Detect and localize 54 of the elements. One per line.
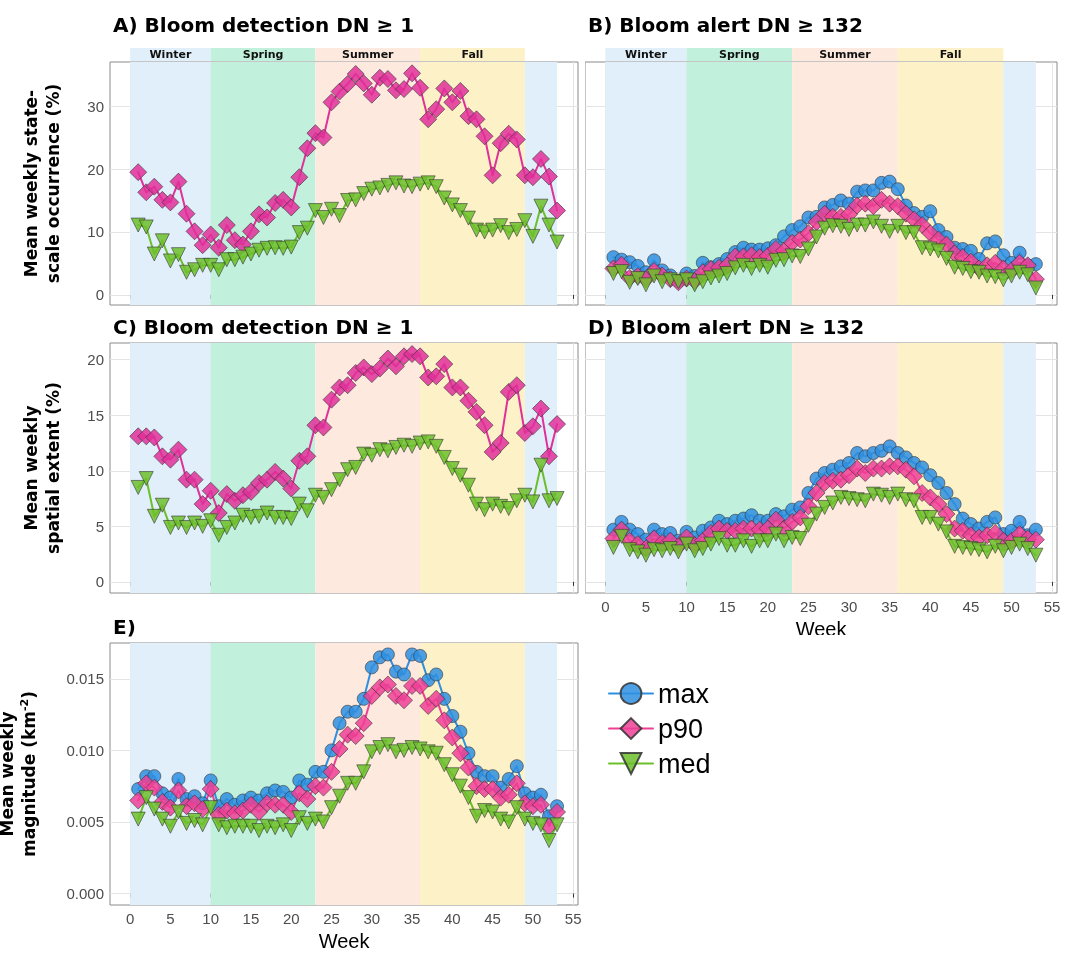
x-tick-label: 50	[1003, 598, 1020, 615]
x-tick-label: 45	[962, 598, 980, 615]
y-tick-label: 5	[95, 517, 104, 535]
x-tick-label: 55	[564, 910, 582, 927]
y-tick-label: 20	[87, 160, 104, 178]
chart-title: B) Bloom alert DN ≥ 132	[588, 13, 863, 37]
y-axis-title: Mean weekly spatial extent (%)	[21, 382, 63, 554]
y-tick-label: 30	[87, 97, 104, 115]
x-tick-label: 0	[601, 598, 610, 615]
band-label: Fall	[939, 48, 962, 61]
y-tick-label: 0.005	[66, 813, 104, 831]
y-tick-label: 0	[95, 286, 104, 304]
y-tick-label: 0.010	[66, 741, 104, 759]
x-tick-label: 20	[759, 598, 777, 615]
x-tick-label: 5	[641, 598, 651, 615]
x-tick-label: 35	[881, 598, 898, 615]
x-axis-title: Week	[318, 929, 371, 952]
y-tick-label: 0	[95, 573, 104, 591]
x-tick-label: 35	[403, 910, 421, 927]
band-label: Spring	[719, 48, 760, 61]
band-label: Winter	[624, 48, 668, 61]
y-tick-label: 0.000	[66, 885, 104, 903]
y-tick-label: 15	[87, 406, 104, 424]
x-tick-label: 25	[800, 598, 817, 615]
x-tick-label: 40	[921, 598, 939, 615]
x-tick-label: 25	[323, 910, 340, 927]
x-tick-label: 55	[1043, 598, 1061, 615]
x-tick-label: 50	[524, 910, 542, 927]
y-axis-title: Mean weekly magnitude (km-2)	[0, 691, 39, 857]
band-label: Summer	[341, 48, 395, 61]
legend-label: p90	[658, 713, 704, 744]
band-label: Fall	[461, 48, 484, 61]
band-label: Winter	[149, 48, 192, 61]
x-tick-label: 20	[282, 910, 300, 927]
x-tick-label: 15	[242, 910, 260, 927]
y-tick-label: 20	[87, 351, 104, 369]
x-tick-label: 30	[840, 598, 858, 615]
band-label: Summer	[819, 48, 872, 61]
y-tick-label: 10	[87, 223, 104, 241]
legend-label: max	[658, 678, 710, 709]
x-tick-label: 40	[444, 910, 461, 927]
legend-label: med	[658, 748, 711, 779]
x-tick-label: 45	[484, 910, 501, 927]
x-tick-label: 5	[166, 910, 175, 927]
x-tick-label: 10	[678, 598, 695, 615]
y-tick-label: 0.015	[66, 670, 104, 688]
y-tick-label: 10	[87, 462, 104, 480]
y-axis-title: Mean weekly state- scale occurrence (%)	[21, 83, 63, 284]
x-tick-label: 30	[363, 910, 381, 927]
x-tick-label: 0	[125, 910, 135, 927]
chart-title: A) Bloom detection DN ≥ 1	[113, 13, 415, 37]
x-tick-label: 15	[718, 598, 736, 615]
x-tick-label: 10	[202, 910, 220, 927]
band-label: Spring	[242, 48, 284, 61]
